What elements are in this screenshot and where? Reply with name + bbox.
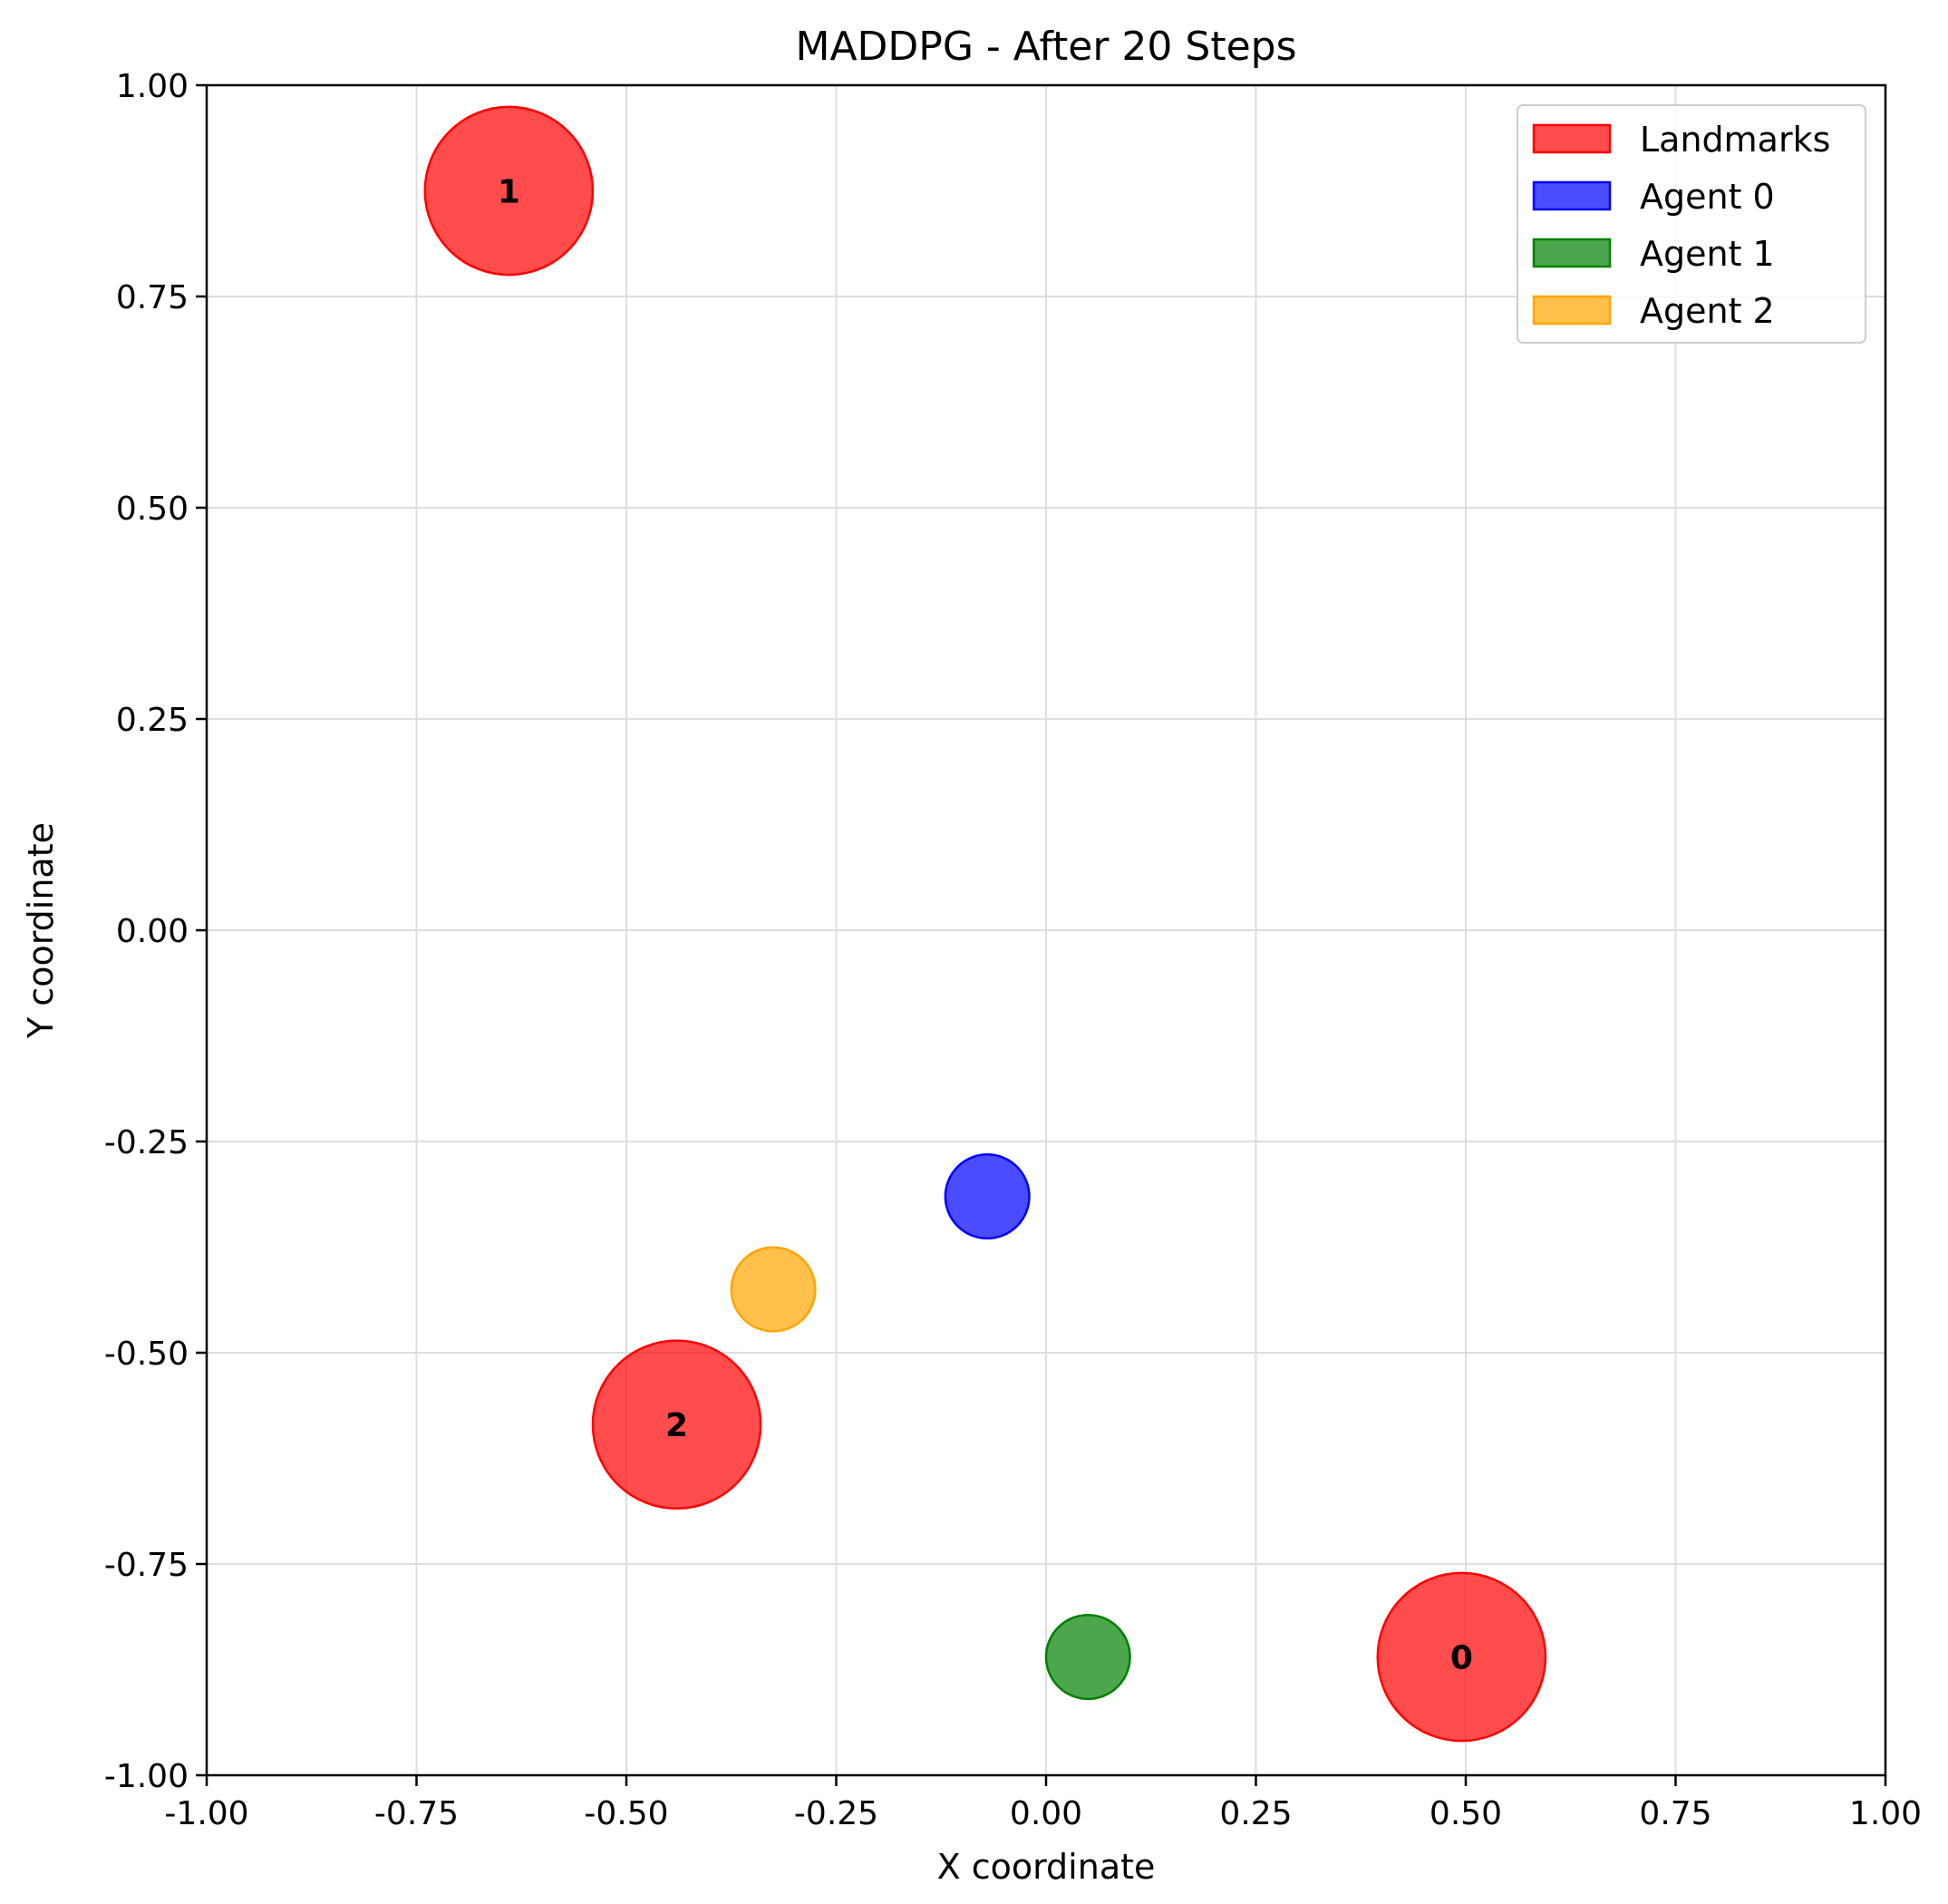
legend-label: Agent 1: [1640, 234, 1775, 274]
point-label: 1: [498, 174, 520, 211]
ticks-layer: -1.00 -0.75 -0.50 -0.25 0.00 0.25 0.50 0.75 1.00…: [104, 68, 1922, 1832]
data-point: [1376, 1571, 1547, 1743]
data-point: [944, 1153, 1031, 1240]
x-tick-label: 0.50: [1430, 1795, 1502, 1832]
y-tick-label: 0.25: [116, 702, 189, 739]
legend: Landmarks Agent 0 Agent 1 Agent 2: [1517, 104, 1866, 344]
x-tick-label: -0.50: [584, 1795, 668, 1832]
chart-title: MADDPG - After 20 Steps: [795, 24, 1296, 70]
data-point: [730, 1246, 817, 1333]
y-tick-label: 0.50: [116, 491, 189, 528]
legend-swatch: [1532, 180, 1612, 211]
x-tick-label: 1.00: [1849, 1795, 1922, 1832]
legend-swatch: [1532, 238, 1612, 268]
x-tick-label: 0.75: [1639, 1795, 1711, 1832]
legend-box: [1517, 104, 1866, 344]
y-tick-label: 1.00: [116, 68, 189, 105]
legend-swatch: [1532, 295, 1612, 325]
y-tick-label: 0.75: [116, 279, 189, 316]
data-point: [1044, 1613, 1131, 1701]
x-tick-label: -0.25: [794, 1795, 878, 1832]
data-point: [423, 105, 595, 277]
x-tick-label: 0.25: [1219, 1795, 1292, 1832]
legend-label: Landmarks: [1640, 120, 1830, 160]
y-tick-label: -0.50: [104, 1336, 189, 1373]
point-label: 0: [1450, 1640, 1473, 1677]
x-tick-label: -1.00: [164, 1795, 248, 1832]
legend-swatch: [1532, 123, 1612, 154]
marks-layer: 0 1 2: [423, 105, 1547, 1743]
y-tick-label: 0.00: [116, 913, 189, 950]
y-tick-label: -0.25: [104, 1124, 189, 1161]
point-label: 2: [665, 1407, 688, 1444]
y-tick-label: -0.75: [104, 1547, 189, 1584]
x-tick-label: -0.75: [374, 1795, 459, 1832]
y-axis-label: Y coordinate: [21, 822, 61, 1039]
x-axis-label: X coordinate: [937, 1847, 1156, 1887]
legend-label: Agent 0: [1640, 177, 1775, 217]
x-tick-label: 0.00: [1010, 1795, 1082, 1832]
y-tick-label: -1.00: [104, 1758, 189, 1795]
legend-label: Agent 2: [1640, 291, 1775, 331]
data-point: [591, 1339, 762, 1511]
